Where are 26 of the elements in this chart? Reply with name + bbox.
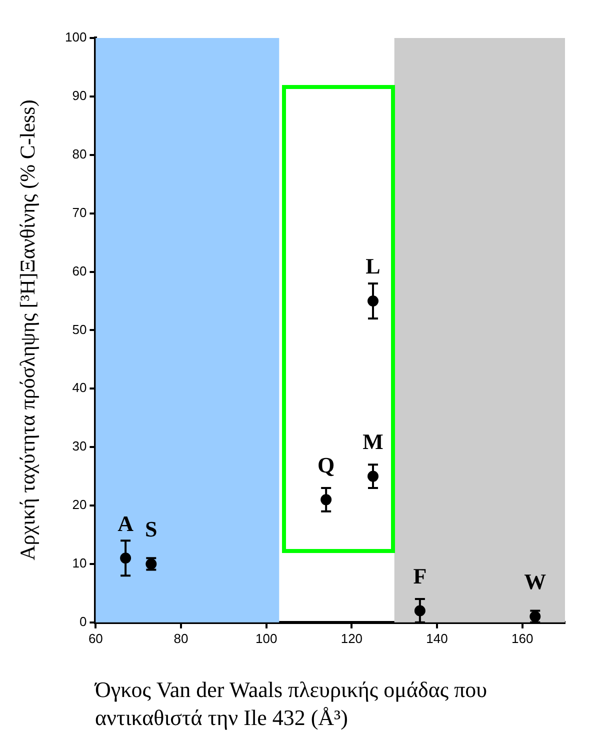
data-label: L xyxy=(366,254,380,279)
y-tick-label: 80 xyxy=(72,146,87,162)
y-axis-title: Αρχική ταχύτητα πρόσληψης [³H]Ξανθίνης (% C-less) xyxy=(16,98,40,562)
x-tick-label: 140 xyxy=(426,630,448,646)
data-label: F xyxy=(413,563,427,588)
x-axis-title: Όγκος Van der Waals πλευρικής ομάδας που αντικαθιστά την Ile 432 (Å³) xyxy=(95,676,488,732)
y-tick-label: 20 xyxy=(72,497,87,512)
y-tick-label: 90 xyxy=(72,88,87,104)
data-label: W xyxy=(524,569,546,594)
y-tick-label: 40 xyxy=(72,380,87,396)
x-tick-label: 100 xyxy=(255,630,278,646)
data-label: S xyxy=(145,516,158,542)
x-tick-label: 160 xyxy=(511,630,534,646)
y-tick-label: 10 xyxy=(72,556,87,571)
y-tick-label: 100 xyxy=(64,30,87,45)
x-tick-label: 80 xyxy=(174,630,188,646)
x-tick-label: 60 xyxy=(88,630,103,646)
data-label: A xyxy=(118,510,134,536)
y-tick-label: 60 xyxy=(72,263,87,278)
y-tick-label: 0 xyxy=(79,614,87,629)
y-tick-label: 70 xyxy=(72,204,87,220)
y-tick-label: 30 xyxy=(72,438,87,454)
y-tick-label: 50 xyxy=(72,322,87,337)
data-label: M xyxy=(362,428,384,454)
x-tick-label: 120 xyxy=(340,630,363,646)
data-label: Q xyxy=(318,452,335,478)
